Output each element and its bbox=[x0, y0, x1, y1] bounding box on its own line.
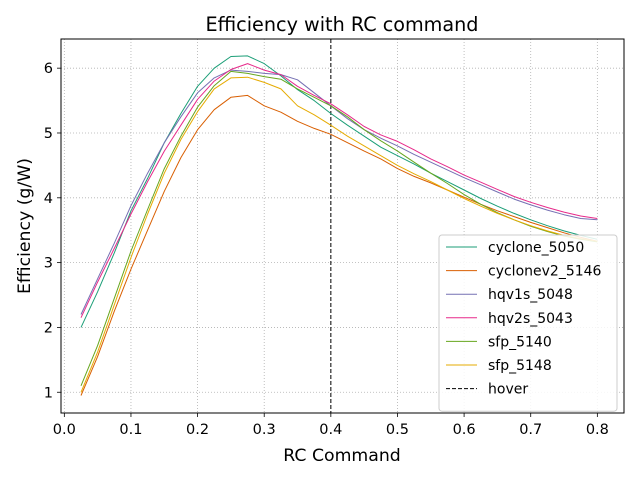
x-tick-label: 0.3 bbox=[253, 422, 276, 438]
legend: cyclone_5050 cyclonev2_5146 hqv1s_5048 hqv2… bbox=[438, 234, 618, 412]
legend-label: cyclonev2_5146 bbox=[488, 264, 602, 280]
y-tick-label: 1 bbox=[44, 385, 53, 401]
x-axis-label: RC Command bbox=[283, 446, 401, 466]
series-line-cyclonev2-5146 bbox=[80, 94, 598, 396]
series-line-hqv1s-5048 bbox=[80, 69, 598, 315]
series-line-sfp-5148 bbox=[80, 76, 598, 393]
y-tick-label: 2 bbox=[44, 320, 53, 336]
legend-label: hover bbox=[488, 382, 528, 398]
y-tick-label: 4 bbox=[44, 191, 53, 207]
series-lines bbox=[80, 55, 598, 396]
x-tick-label: 0.1 bbox=[119, 422, 142, 438]
axis-ticks: 0.0 0.1 0.2 0.3 0.4 0.5 0.6 0.7 0.8 1 2 3 4 5 6 bbox=[44, 61, 609, 438]
y-tick-label: 6 bbox=[44, 61, 53, 77]
x-tick-label: 0.4 bbox=[319, 422, 342, 438]
legend-label: hqv2s_5043 bbox=[488, 311, 573, 327]
x-tick-label: 0.7 bbox=[519, 422, 542, 438]
legend-label: sfp_5140 bbox=[488, 334, 552, 350]
y-tick-label: 3 bbox=[44, 256, 53, 272]
x-tick-label: 0.2 bbox=[186, 422, 209, 438]
y-tick-label: 5 bbox=[44, 126, 53, 142]
plot-frame bbox=[60, 38, 625, 414]
legend-label: sfp_5148 bbox=[488, 358, 552, 374]
x-tick-label: 0.5 bbox=[386, 422, 409, 438]
y-axis-label: Efficiency (g/W) bbox=[15, 158, 35, 294]
series-line-hqv2s-5043 bbox=[80, 63, 598, 318]
x-tick-label: 0.8 bbox=[586, 422, 609, 438]
chart-title: Efficiency with RC command bbox=[206, 13, 479, 36]
legend-label: cyclone_5050 bbox=[488, 240, 584, 256]
legend-label: hqv1s_5048 bbox=[488, 287, 573, 303]
x-tick-label: 0.0 bbox=[53, 422, 76, 438]
x-tick-label: 0.6 bbox=[453, 422, 476, 438]
legend-box bbox=[438, 234, 618, 412]
